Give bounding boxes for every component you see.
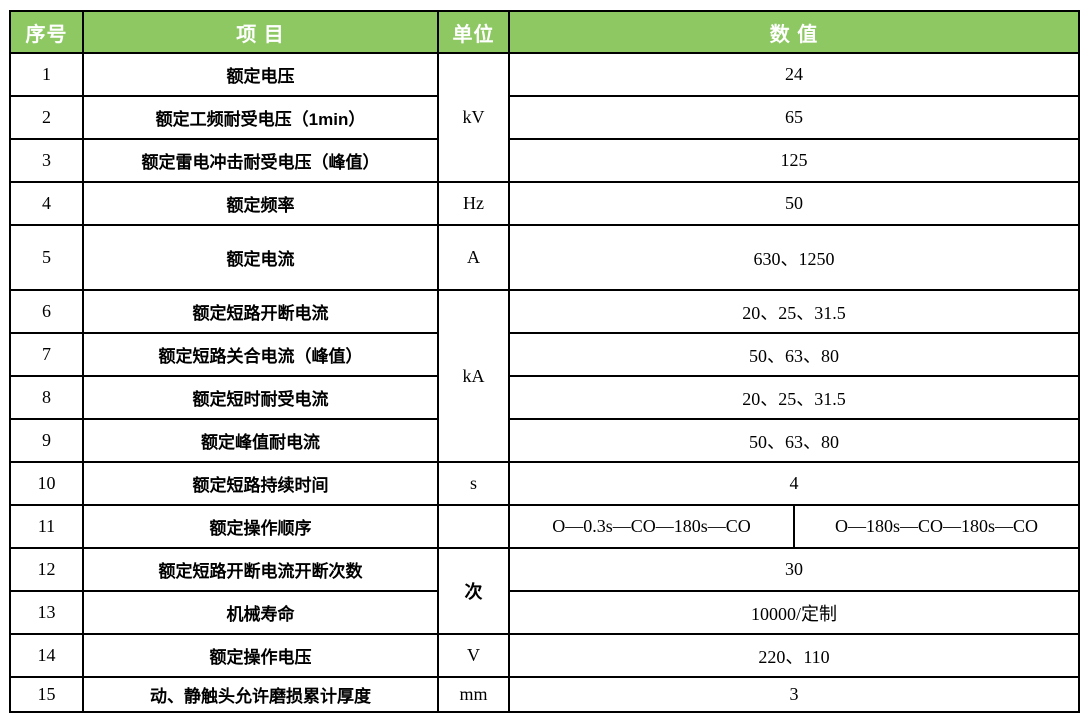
value-cell: 4 (508, 461, 1080, 506)
table-row: 5 额定电流 A 630、1250 (9, 224, 1080, 291)
row-number-cell: 5 (9, 224, 84, 291)
item-cell: 额定工频耐受电压（1min） (82, 95, 439, 140)
unit-cell: mm (437, 676, 510, 713)
item-cell: 额定短路持续时间 (82, 461, 439, 506)
header-unit: 单位 (437, 10, 510, 54)
row-number-cell: 15 (9, 676, 84, 713)
value-cell: 630、1250 (508, 224, 1080, 291)
unit-cell: Hz (437, 181, 510, 226)
value-cell: 220、110 (508, 633, 1080, 678)
table-row: 3 额定雷电冲击耐受电压（峰值） 125 (9, 138, 1080, 183)
row-number-cell: 1 (9, 52, 84, 97)
row-number-cell: 4 (9, 181, 84, 226)
item-cell: 额定短时耐受电流 (82, 375, 439, 420)
table-row: 10 额定短路持续时间 s 4 (9, 461, 1080, 506)
unit-cell: V (437, 633, 510, 678)
table-row: 13 机械寿命 10000/定制 (9, 590, 1080, 635)
table-row: 8 额定短时耐受电流 20、25、31.5 (9, 375, 1080, 420)
row-number-cell: 3 (9, 138, 84, 183)
table-row: 14 额定操作电压 V 220、110 (9, 633, 1080, 678)
row-number-cell: 14 (9, 633, 84, 678)
table-row: 1 额定电压 kV 24 (9, 52, 1080, 183)
unit-cell (437, 504, 510, 549)
header-value: 数 值 (508, 10, 1080, 54)
row-number-cell: 13 (9, 590, 84, 635)
header-no: 序号 (9, 10, 84, 54)
item-cell: 额定雷电冲击耐受电压（峰值） (82, 138, 439, 183)
row-number-cell: 2 (9, 95, 84, 140)
row-number-cell: 9 (9, 418, 84, 463)
table-row: 6 额定短路开断电流 kA 20、25、31.5 (9, 289, 1080, 463)
unit-cell: 次 (437, 547, 510, 635)
value-cell: 30 (508, 547, 1080, 592)
value-cell: 3 (508, 676, 1080, 713)
table-header-row: 序号 项 目 单位 数 值 (9, 10, 1080, 54)
item-cell: 额定短路关合电流（峰值） (82, 332, 439, 377)
table-row: 12 额定短路开断电流开断次数 次 30 (9, 547, 1080, 635)
item-cell: 额定频率 (82, 181, 439, 226)
item-cell: 额定峰值耐电流 (82, 418, 439, 463)
item-cell: 额定短路开断电流 (82, 289, 439, 334)
value-cell: 24 (508, 52, 1080, 97)
table-row: 15 动、静触头允许磨损累计厚度 mm 3 (9, 676, 1080, 713)
row-number-cell: 12 (9, 547, 84, 592)
value-cell-right: O—180s—CO—180s—CO (793, 504, 1080, 549)
table-row: 4 额定频率 Hz 50 (9, 181, 1080, 226)
unit-cell: kA (437, 289, 510, 463)
row-number-cell: 7 (9, 332, 84, 377)
value-cell: 50、63、80 (508, 332, 1080, 377)
table-row: 2 额定工频耐受电压（1min） 65 (9, 95, 1080, 140)
row-number-cell: 11 (9, 504, 84, 549)
value-cell-left: O—0.3s—CO—180s—CO (508, 504, 795, 549)
value-cell: 10000/定制 (508, 590, 1080, 635)
value-cell: 125 (508, 138, 1080, 183)
item-cell: 动、静触头允许磨损累计厚度 (82, 676, 439, 713)
item-cell: 额定电流 (82, 224, 439, 291)
value-cell: 20、25、31.5 (508, 289, 1080, 334)
table-row: 7 额定短路关合电流（峰值） 50、63、80 (9, 332, 1080, 377)
value-cell: 20、25、31.5 (508, 375, 1080, 420)
value-cell: 65 (508, 95, 1080, 140)
unit-cell: A (437, 224, 510, 291)
item-cell: 机械寿命 (82, 590, 439, 635)
item-cell: 额定电压 (82, 52, 439, 97)
value-cell: 50 (508, 181, 1080, 226)
value-cell: 50、63、80 (508, 418, 1080, 463)
row-number-cell: 6 (9, 289, 84, 334)
item-cell: 额定操作顺序 (82, 504, 439, 549)
unit-cell: kV (437, 52, 510, 183)
row-number-cell: 8 (9, 375, 84, 420)
header-item: 项 目 (82, 10, 439, 54)
spec-table: 序号 项 目 单位 数 值 1 额定电压 kV 24 2 额定工频耐受电压（1m… (9, 10, 1080, 713)
table-row: 9 额定峰值耐电流 50、63、80 (9, 418, 1080, 463)
item-cell: 额定操作电压 (82, 633, 439, 678)
row-number-cell: 10 (9, 461, 84, 506)
unit-cell: s (437, 461, 510, 506)
table-row: 11 额定操作顺序 O—0.3s—CO—180s—CO O—180s—CO—18… (9, 504, 1080, 549)
item-cell: 额定短路开断电流开断次数 (82, 547, 439, 592)
